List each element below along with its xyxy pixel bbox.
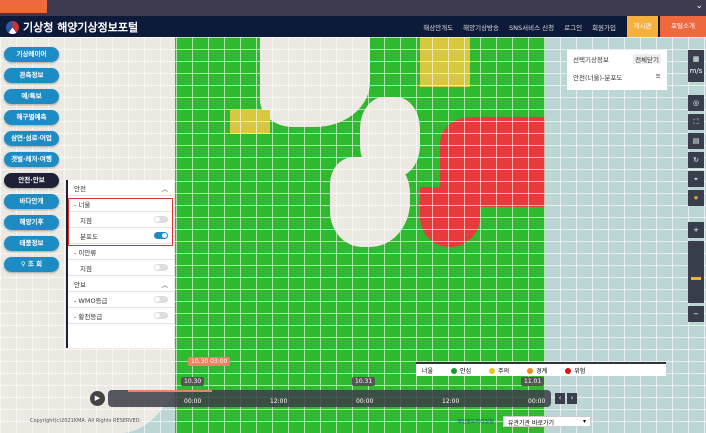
site-title: 기상청 해양기상정보포털 xyxy=(23,21,139,34)
selected-entry: 안전(너울)-분포도 xyxy=(573,74,623,82)
time-tick: 12:00 xyxy=(442,398,460,405)
top-tab[interactable] xyxy=(0,0,47,13)
menu-typhoon[interactable]: 태풍정보 xyxy=(4,236,59,251)
map-icon: ▦ xyxy=(692,55,700,63)
chevron-up-icon: ︿ xyxy=(161,184,169,193)
zoom-slider[interactable] xyxy=(688,241,704,303)
selected-info-panel: 선택기상정보 전체닫기 안전(너울)-분포도 ≡ xyxy=(567,50,667,90)
dropdown-arrow-icon: ▾ xyxy=(582,418,586,425)
footer: Copyright(c)2021KMA. All Rights RESERVED… xyxy=(30,418,494,425)
row-swell-point: 지점 xyxy=(68,212,174,228)
legend: 너울 안심 주의 경계 위험 xyxy=(416,362,666,376)
time-tick: 00:00 xyxy=(184,398,202,405)
menu-zone-forecast[interactable]: 해구별예측 xyxy=(4,110,59,125)
board-button[interactable]: 게시판 xyxy=(627,16,658,37)
menu-fishery[interactable]: 삼면·섬로·어업 xyxy=(4,131,59,146)
menu-forecast[interactable]: 예/특보 xyxy=(4,89,59,104)
menu-leisure[interactable]: 갯벌·레저·여행 xyxy=(4,152,59,167)
date-label-2: 10.31 xyxy=(352,377,376,386)
menu-observation[interactable]: 관측정보 xyxy=(4,68,59,83)
toggle-swell-point[interactable] xyxy=(154,216,168,223)
zoom-out-button[interactable]: − xyxy=(688,306,704,322)
browser-top-bar: ⌄ xyxy=(0,0,706,16)
date-label-3: 11.01 xyxy=(521,377,545,386)
legend-warning: 경계 xyxy=(527,366,547,375)
legend-caution: 주의 xyxy=(489,366,509,375)
nav-sns[interactable]: SNS서비스 신청 xyxy=(509,24,555,32)
timeline-slider[interactable]: 00:00 12:00 00:00 12:00 00:00 xyxy=(108,390,551,407)
search-icon: ⚲ xyxy=(20,260,28,268)
current-time-label: 10.30 03:00 xyxy=(188,357,231,366)
selected-info-title: 선택기상정보 xyxy=(573,56,609,64)
toggle-swell-map[interactable] xyxy=(154,232,168,239)
refresh-icon[interactable]: ↻ xyxy=(688,152,704,168)
row-rip-point: 지점 xyxy=(68,260,174,276)
menu-icon[interactable]: ≡ xyxy=(655,72,661,80)
time-tick: 12:00 xyxy=(270,398,288,405)
compass-icon[interactable]: ◎ xyxy=(688,95,704,111)
fullscreen-icon[interactable]: ⛶ xyxy=(688,114,704,130)
toggle-rip-point[interactable] xyxy=(154,264,168,271)
menu-safety[interactable]: 안전·안보 xyxy=(4,173,59,188)
date-label-1: 10.30 xyxy=(181,377,205,386)
row-storm: - 황천등급 xyxy=(68,308,174,324)
menu-fog[interactable]: 바다안개 xyxy=(4,194,59,209)
time-tick: 00:00 xyxy=(528,398,546,405)
nav-broadcast[interactable]: 해양기상방송 xyxy=(463,24,500,32)
safety-panel: 안전 ︿ - 너울 지점 분포도 - 이안류 지점 안보 ︿ - WMO등급 - 황… xyxy=(66,180,174,348)
toggle-storm[interactable] xyxy=(154,312,168,319)
timeline-progress xyxy=(128,390,212,392)
zoom-in-button[interactable]: + xyxy=(688,222,704,238)
sidebar: 기상레이어 관측정보 예/특보 해구별예측 삼면·섬로·어업 갯벌·레저·여행 … xyxy=(4,47,59,272)
next-button[interactable]: › xyxy=(567,393,577,404)
legend-danger: 위험 xyxy=(565,366,585,375)
close-all-button[interactable]: 전체닫기 xyxy=(633,54,661,64)
menu-weather-layer[interactable]: 기상레이어 xyxy=(4,47,59,62)
legend-safe: 안심 xyxy=(451,366,471,375)
zoom-control: + − xyxy=(688,222,704,322)
locate-icon[interactable]: ⌖ xyxy=(688,171,704,187)
star-icon[interactable]: ★ xyxy=(688,190,704,206)
grid-icon[interactable]: ▤ xyxy=(688,133,704,149)
chevron-down-icon[interactable]: ⌄ xyxy=(695,1,703,11)
highlight-box xyxy=(68,198,173,246)
nav-login[interactable]: 로그인 xyxy=(564,24,583,32)
kma-logo-icon xyxy=(6,20,19,34)
toolbar-top: ▦ m/s xyxy=(688,50,704,82)
menu-climate[interactable]: 해양기후 xyxy=(4,215,59,230)
privacy-link[interactable]: 개인정보처리방침 xyxy=(457,419,494,425)
related-sites-select[interactable]: 유관기관 바로가기 ▾ xyxy=(503,416,591,427)
portal-intro-button[interactable]: 포털소개 xyxy=(660,16,706,37)
legend-label: 너울 xyxy=(422,367,434,375)
time-tick: 00:00 xyxy=(356,398,374,405)
section-safety[interactable]: 안전 ︿ xyxy=(68,180,174,196)
prev-button[interactable]: ‹ xyxy=(555,393,565,404)
chevron-up-icon: ︿ xyxy=(161,280,169,289)
play-button[interactable]: ▶ xyxy=(90,391,105,406)
toolbar-mid: ◎ ⛶ ▤ ↻ ⌖ ★ xyxy=(688,95,704,206)
nav-fog-map[interactable]: 해상안개도 xyxy=(423,24,454,32)
search-button[interactable]: ⚲ 조 회 xyxy=(4,257,59,272)
unit-button[interactable]: ▦ m/s xyxy=(688,50,704,82)
row-wmo: - WMO등급 xyxy=(68,292,174,308)
group-rip-current: - 이안류 xyxy=(68,244,174,260)
row-swell-map: 분포도 xyxy=(68,228,174,244)
nav-signup[interactable]: 회원가입 xyxy=(592,24,616,32)
toggle-wmo[interactable] xyxy=(154,296,168,303)
group-swell: - 너울 xyxy=(68,196,174,212)
section-security[interactable]: 안보 ︿ xyxy=(68,276,174,292)
logo[interactable]: 기상청 해양기상정보포털 xyxy=(6,19,138,35)
header: 기상청 해양기상정보포털 해상안개도 해양기상방송 SNS서비스 신청 로그인 … xyxy=(0,16,706,37)
